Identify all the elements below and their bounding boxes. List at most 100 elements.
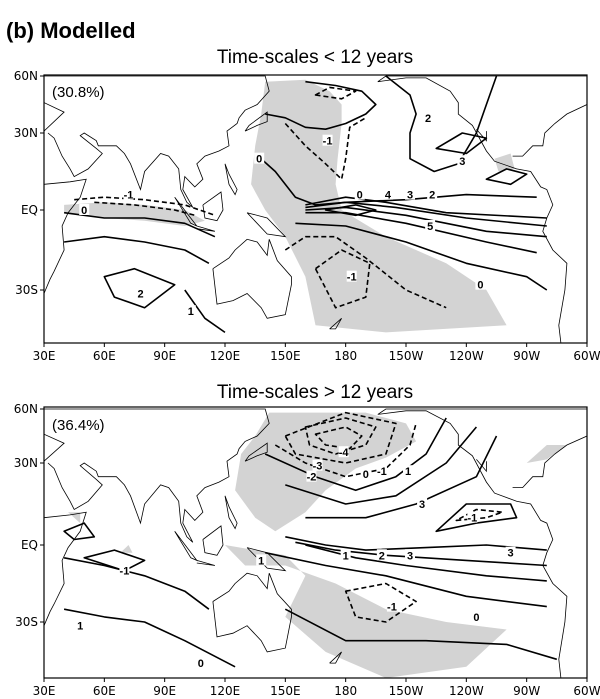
coastline: [44, 75, 270, 208]
coastline: [329, 318, 342, 330]
contour-label: 0: [357, 190, 363, 202]
positive-contour: [83, 549, 146, 572]
contour-label-bg: [471, 610, 482, 622]
negative-contour: [284, 411, 397, 464]
contour-label-bg: [382, 188, 393, 200]
map-frame: [43, 406, 588, 679]
lon-tick-label: 90W: [513, 684, 540, 698]
positive-contour: [305, 435, 498, 519]
lon-tick-label: 150W: [389, 349, 424, 363]
contour-label-bg: [405, 549, 416, 561]
contour-label-bg: [79, 204, 90, 215]
negative-contour: [344, 582, 417, 623]
lon-tick-label: 120W: [449, 349, 484, 363]
contour-label: 0: [473, 612, 479, 624]
panel-1-map: 2 -1 0 3 0 4 3 2 5 -1 0 -1 0 2 1 30E 60E 90E 120E 150E 180 15…: [14, 69, 600, 363]
negative-contour: [314, 249, 371, 309]
lon-tick-label: 120E: [210, 684, 241, 698]
positive-contour: [324, 204, 377, 217]
contour-label: 4: [385, 190, 392, 202]
contour-label: 0: [256, 154, 262, 166]
contour-label: -1: [377, 466, 387, 478]
contour-label: 1: [258, 555, 264, 567]
coastline: [212, 238, 292, 319]
coastline: [476, 459, 487, 473]
contour-label: -1: [347, 272, 357, 284]
coastline: [196, 225, 216, 232]
contour-label-bg: [306, 470, 317, 482]
lon-tick-label: 150W: [389, 684, 424, 698]
contour-label-bg: [475, 278, 486, 290]
positive-contour: [305, 201, 547, 227]
negative-contour: [304, 417, 377, 455]
lon-tick-label: 150E: [270, 684, 301, 698]
contour-label-bg: [376, 549, 387, 561]
lon-tick-label: 150E: [270, 349, 301, 363]
contour-label-bg: [254, 152, 265, 164]
contour-label-bg: [405, 188, 416, 200]
contour-label: 0: [198, 658, 204, 670]
map-content: 2 -1 0 3 0 4 3 2 5 -1 0 -1 0 2 1: [44, 75, 587, 343]
positive-contour: [305, 196, 547, 219]
positive-contour: [305, 544, 547, 582]
contour-label: 1: [77, 621, 83, 633]
contour-label: 1: [343, 550, 349, 562]
lon-tick-label: 120W: [449, 684, 484, 698]
figure-title: (b) Modelled: [6, 18, 136, 43]
positive-contour: [63, 557, 210, 610]
lat-tick-label: 30N: [14, 126, 38, 140]
lat-tick-label: 30S: [15, 615, 38, 629]
map-frame: [43, 74, 588, 344]
contour-label-bg: [119, 564, 130, 576]
contour-label-bg: [312, 459, 323, 471]
positive-contour: [435, 503, 518, 533]
lon-tick-label: 60E: [93, 684, 116, 698]
lon-tick-label: 30E: [33, 349, 56, 363]
panel-2-title: Time-scales > 12 years: [217, 382, 413, 403]
negative-contour: [314, 426, 363, 450]
lat-tick-label: 60N: [14, 402, 38, 416]
positive-contour: [63, 522, 96, 541]
coastline: [44, 511, 87, 626]
lat-tick-label: 30S: [15, 283, 38, 297]
contour-label: 3: [459, 156, 465, 168]
contour-label-bg: [75, 619, 86, 631]
lon-tick-label: 90E: [153, 349, 176, 363]
positive-contour: [63, 235, 210, 265]
map-content: -4 -3-2 0 -1 1 3 -1 1 2 3 3 -1 1 -1 0 1 0: [44, 408, 587, 678]
positive-contour: [305, 211, 537, 254]
coastline: [202, 191, 224, 222]
contour-label: 0: [477, 280, 483, 292]
positive-contour: [63, 608, 236, 668]
lon-tick-label: 60E: [93, 349, 116, 363]
coastline: [44, 408, 270, 543]
positive-contour: [103, 267, 176, 309]
lon-tick-label: 120E: [210, 349, 241, 363]
contour-label: -1: [387, 602, 397, 614]
shaded-region: [494, 153, 515, 172]
contour-label-bg: [427, 188, 438, 200]
contour-label: -4: [339, 447, 350, 459]
coastline: [377, 75, 587, 343]
panel-2-variance: (36.4%): [52, 417, 105, 434]
coastline: [244, 111, 268, 132]
lon-tick-label: 180: [334, 684, 357, 698]
lon-tick-label: 180: [334, 349, 357, 363]
coastline: [329, 651, 342, 664]
contour-label-bg: [417, 498, 428, 509]
contour-label-bg: [386, 600, 397, 612]
contour-label: -2: [307, 472, 317, 484]
contour-label: 0: [81, 205, 87, 217]
lat-tick-label: 60N: [14, 69, 38, 83]
contour-label: 1: [405, 466, 411, 478]
coastline: [246, 212, 287, 238]
negative-contour: [74, 196, 216, 217]
lon-tick-label: 60W: [573, 684, 600, 698]
contour-label-bg: [338, 446, 349, 458]
negative-contour: [314, 86, 357, 100]
coastline: [202, 525, 224, 556]
contour-label-bg: [354, 188, 365, 200]
coastline: [377, 408, 587, 678]
shaded-region: [225, 545, 507, 678]
